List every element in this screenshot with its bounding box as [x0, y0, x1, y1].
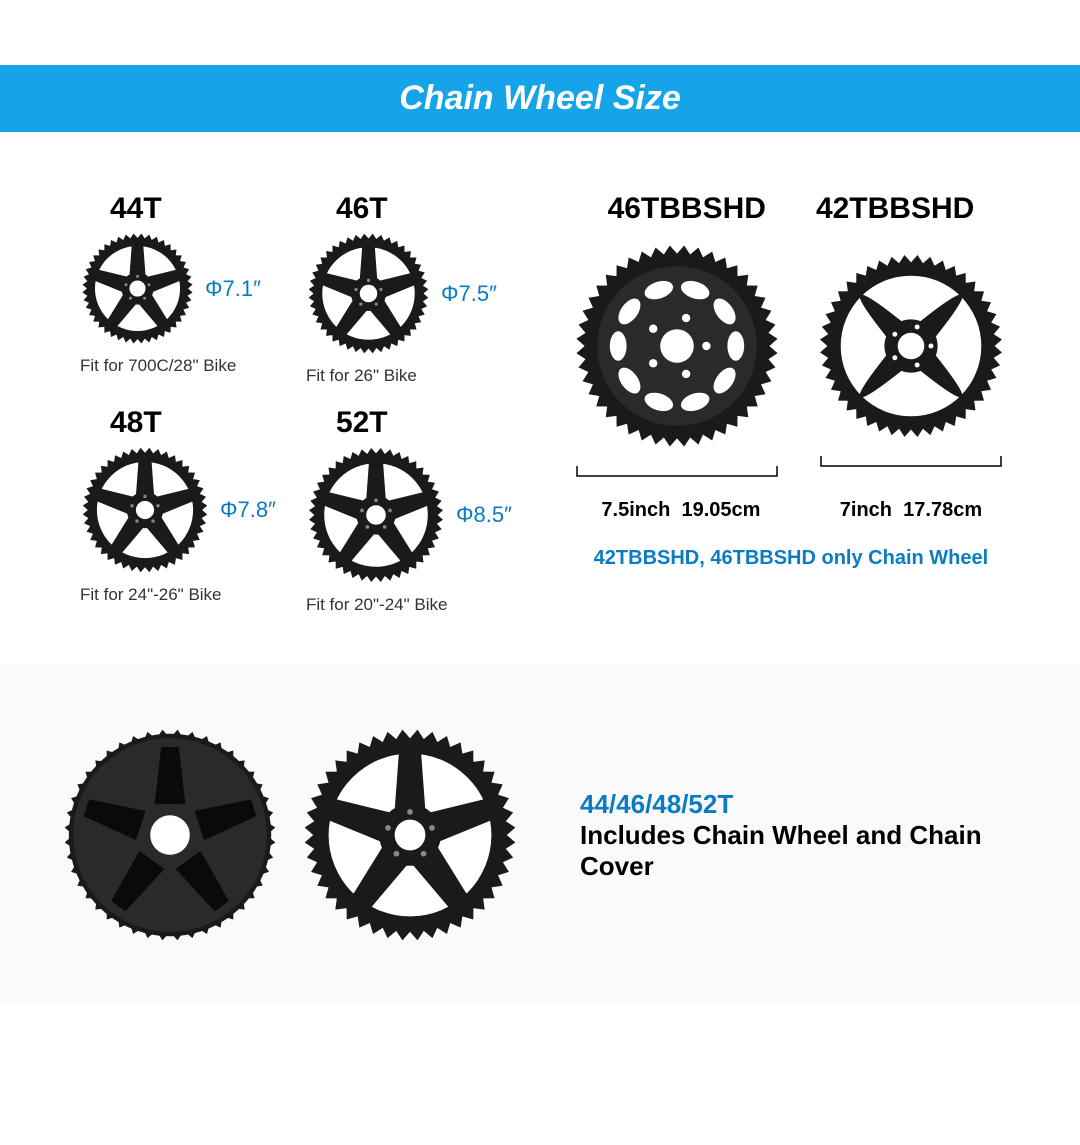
wheel-label: 46T — [336, 192, 512, 226]
right-label-42: 42TBBSHD — [816, 192, 974, 226]
right-panel: 46TBBSHD 42TBBSHD 7.5inch 19.05cm — [512, 192, 1010, 615]
wheel-label: 52T — [336, 406, 512, 440]
sprocket-icon — [306, 445, 446, 585]
bottom-section: 44/46/48/52T Includes Chain Wheel and Ch… — [0, 665, 1080, 1005]
top-section: 44T Φ7.1″ Fit for 700C/28" Bike 46T Φ7.5… — [0, 132, 1080, 645]
wheel-46t: 46T Φ7.5″ Fit for 26" Bike — [306, 192, 512, 386]
fit-text: Fit for 20"-24" Bike — [306, 595, 512, 615]
right-label-46: 46TBBSHD — [608, 192, 766, 226]
wheel-44t: 44T Φ7.1″ Fit for 700C/28" Bike — [80, 192, 276, 386]
bottom-title: 44/46/48/52T — [580, 789, 1020, 820]
sprocket-46hd — [572, 241, 786, 489]
wheel-label: 48T — [110, 406, 276, 440]
fit-text: Fit for 26" Bike — [306, 366, 512, 386]
wheel-52t: 52T Φ8.5″ Fit for 20"-24" Bike — [306, 406, 512, 615]
diameter-text: Φ7.5″ — [441, 281, 497, 307]
fit-text: Fit for 700C/28" Bike — [80, 356, 276, 376]
diameter-text: Φ7.1″ — [205, 276, 261, 302]
fit-text: Fit for 24"-26" Bike — [80, 585, 276, 605]
dimension-bracket — [816, 454, 1006, 474]
sprocket-icon — [306, 231, 431, 356]
diameter-text: Φ8.5″ — [456, 502, 512, 528]
chain-wheel-icon — [300, 725, 520, 945]
bottom-subtitle: Includes Chain Wheel and Chain Cover — [580, 820, 1020, 882]
wheel-label: 44T — [110, 192, 276, 226]
note-text: 42TBBSHD, 46TBBSHD only Chain Wheel — [594, 547, 989, 570]
diameter-text: Φ7.8″ — [220, 497, 276, 523]
sprocket-icon — [80, 445, 210, 575]
wheel-48t: 48T Φ7.8″ Fit for 24"-26" Bike — [80, 406, 276, 615]
dimension-bracket — [572, 464, 782, 484]
dim-46: 7.5inch 19.05cm — [576, 499, 786, 522]
sprocket-icon — [80, 231, 195, 346]
bottom-text: 44/46/48/52T Includes Chain Wheel and Ch… — [580, 789, 1020, 882]
section-header: Chain Wheel Size — [0, 65, 1080, 132]
size-grid: 44T Φ7.1″ Fit for 700C/28" Bike 46T Φ7.5… — [80, 192, 512, 615]
dim-42: 7inch 17.78cm — [816, 499, 1006, 522]
chain-cover-icon — [60, 725, 280, 945]
sprocket-42hd — [816, 251, 1010, 479]
